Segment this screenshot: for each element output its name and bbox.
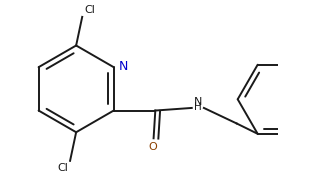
Text: N: N xyxy=(119,60,128,73)
Text: Cl: Cl xyxy=(84,5,95,15)
Text: H: H xyxy=(194,102,202,112)
Text: O: O xyxy=(148,142,157,152)
Text: Cl: Cl xyxy=(57,163,68,173)
Text: N: N xyxy=(194,97,203,107)
